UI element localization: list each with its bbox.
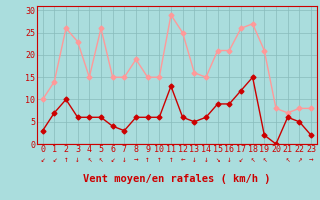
Text: ↖: ↖	[250, 155, 255, 164]
Text: ↑: ↑	[157, 155, 162, 164]
Text: ↙: ↙	[40, 155, 45, 164]
Text: ←: ←	[180, 155, 185, 164]
Text: ↙: ↙	[52, 155, 57, 164]
Text: ↑: ↑	[145, 155, 150, 164]
Text: ↑: ↑	[169, 155, 173, 164]
X-axis label: Vent moyen/en rafales ( km/h ): Vent moyen/en rafales ( km/h )	[83, 174, 270, 184]
Text: ↙: ↙	[239, 155, 243, 164]
Text: ↓: ↓	[75, 155, 80, 164]
Text: ↙: ↙	[110, 155, 115, 164]
Text: ↓: ↓	[227, 155, 232, 164]
Text: ↓: ↓	[204, 155, 208, 164]
Text: ↓: ↓	[122, 155, 127, 164]
Text: ↘: ↘	[215, 155, 220, 164]
Text: →: →	[309, 155, 313, 164]
Text: ↓: ↓	[192, 155, 196, 164]
Text: →: →	[134, 155, 138, 164]
Text: ↑: ↑	[64, 155, 68, 164]
Text: ↖: ↖	[285, 155, 290, 164]
Text: ↖: ↖	[87, 155, 92, 164]
Text: ↖: ↖	[262, 155, 267, 164]
Text: ↗: ↗	[297, 155, 302, 164]
Text: ↖: ↖	[99, 155, 103, 164]
